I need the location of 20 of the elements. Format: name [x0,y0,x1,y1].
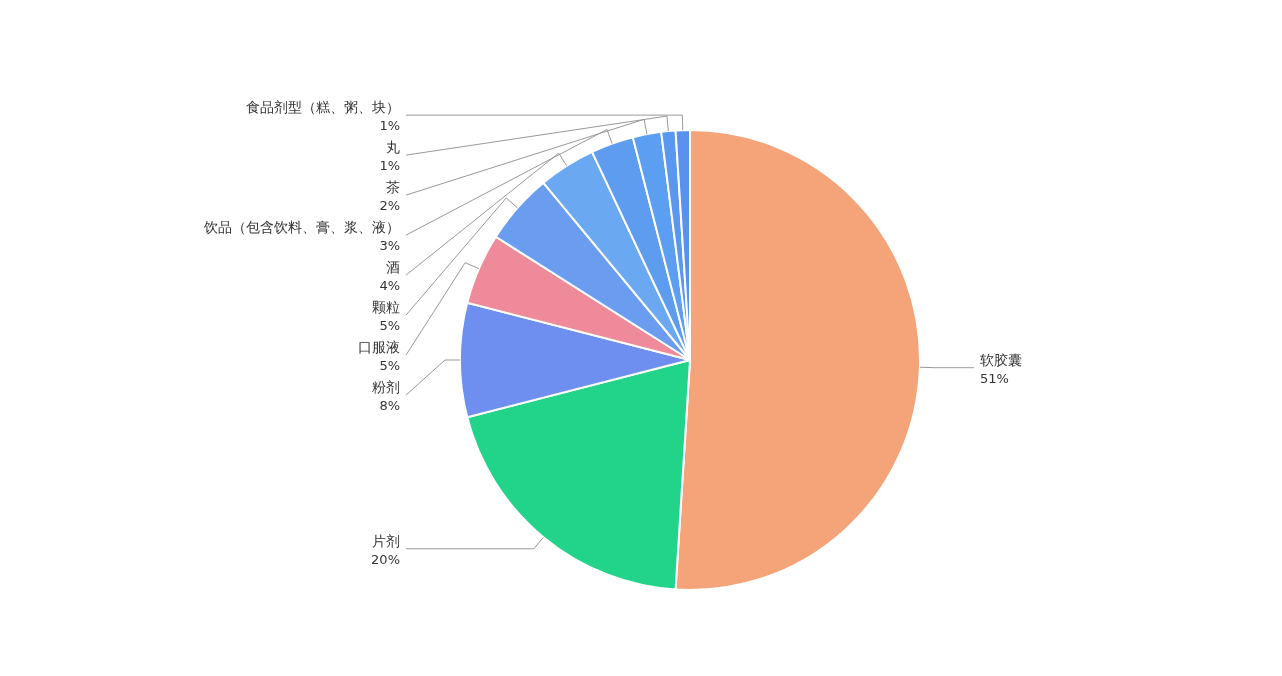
slice-label: 口服液 [358,339,400,356]
slice-label: 丸 [386,139,400,156]
slice-label: 茶 [386,179,400,196]
slice-label: 片剂 [372,532,400,549]
data-label: 4% [379,278,400,294]
slice-label: 粉剂 [372,379,400,396]
data-label: 3% [379,238,400,254]
slice-label: 软胶囊 [980,351,1022,368]
slice-label: 颗粒 [372,299,400,316]
slice-label: 酒 [386,259,400,276]
data-label: 1% [379,118,400,134]
data-label: 51% [980,370,1009,386]
data-label: 20% [371,551,400,567]
data-label: 1% [379,158,400,174]
data-label: 2% [379,198,400,214]
slice-label: 食品剂型（糕、粥、块） [246,99,400,116]
data-label: 8% [379,398,400,414]
slice-label: 饮品（包含饮料、膏、浆、液） [203,219,400,236]
data-label: 5% [379,358,400,374]
data-label: 5% [379,318,400,334]
